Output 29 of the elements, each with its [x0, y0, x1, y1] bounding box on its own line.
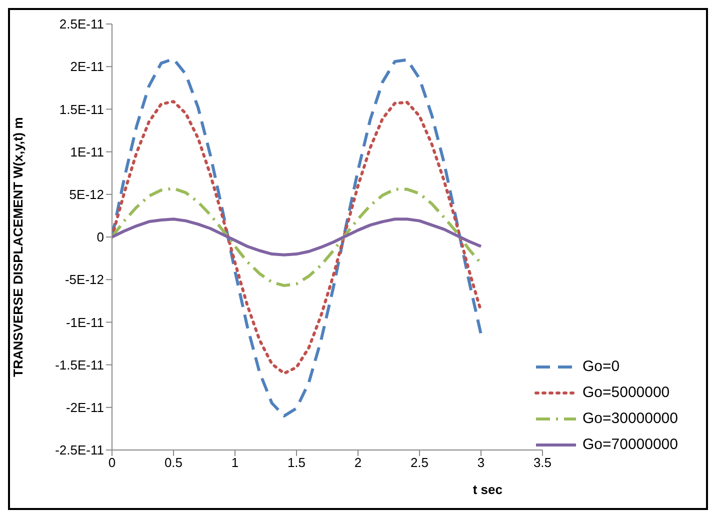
y-tick-label: -2.5E-11: [55, 442, 104, 458]
y-tick-label: 2.5E-11: [59, 16, 104, 32]
x-tick-label: 0.5: [164, 455, 183, 470]
legend-label: Go=5000000: [582, 383, 670, 403]
y-tick-label: -1E-11: [66, 314, 104, 330]
y-tick-label: -5E-12: [64, 272, 104, 288]
line-series: [112, 186, 482, 288]
x-tick-label: 3.5: [533, 455, 552, 470]
x-tick-label: 1.5: [287, 455, 306, 470]
x-tick-label: 2: [354, 455, 362, 470]
y-tick-label: 1.5E-11: [59, 102, 104, 117]
x-tick-label: 1: [231, 455, 239, 470]
y-axis-title: TRANSVERSE DISPLACEMENT W(x,y,t) m: [10, 117, 26, 377]
line-series: [112, 218, 482, 256]
y-tick-label: 5E-12: [69, 187, 104, 202]
legend-label: Go=70000000: [582, 435, 678, 455]
x-tick-label: 3: [477, 455, 485, 470]
y-tick-label: 2E-11: [70, 59, 104, 74]
x-tick-label: 0: [108, 455, 116, 470]
y-tick-label: 0: [96, 230, 104, 245]
x-axis-title: t sec: [472, 482, 502, 497]
legend-label: Go=0: [582, 357, 620, 377]
y-tick-label: 1E-11: [70, 144, 104, 160]
x-tick-label: 2.5: [410, 455, 429, 470]
legend-label: Go=30000000: [582, 409, 678, 429]
y-tick-label: -2E-11: [66, 400, 104, 416]
y-tick-label: -1.5E-11: [55, 357, 104, 372]
line-series: [112, 100, 482, 375]
line-series: [112, 57, 482, 418]
